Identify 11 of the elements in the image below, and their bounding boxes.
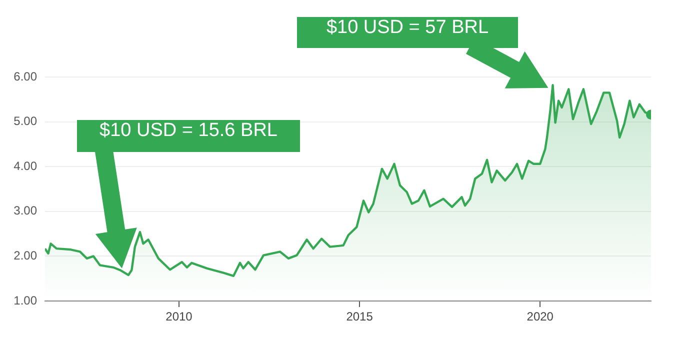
x-tick-label: 2020 [526, 310, 554, 324]
text: $10 USD = 57 BRL [297, 17, 518, 48]
y-tick-label: 5.00 [14, 114, 38, 128]
y-tick-label: 2.00 [14, 248, 38, 263]
y-tick-label: 1.00 [14, 293, 38, 308]
x-tick-label: 2010 [166, 310, 193, 324]
y-tick-label: 3.00 [14, 204, 38, 218]
y-tick-label: 6.00 [14, 69, 38, 84]
annotation: $10 USD = 15.6 BRL [77, 120, 300, 152]
x-tick-label: 2015 [346, 310, 374, 324]
y-tick-label: 4.00 [14, 158, 38, 173]
